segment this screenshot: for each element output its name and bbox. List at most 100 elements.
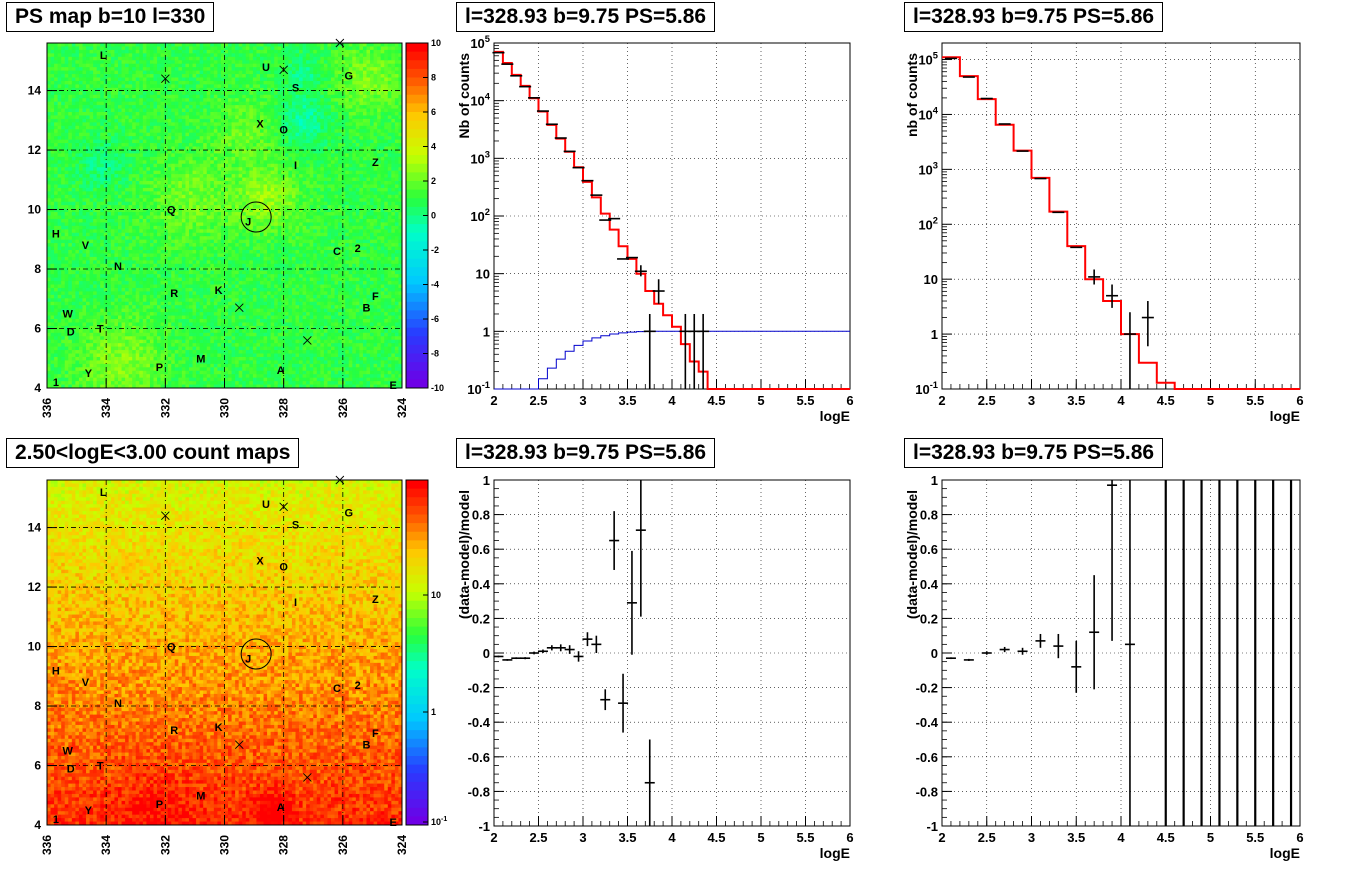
counts-spectrum-2-ytick-label: 1 bbox=[931, 327, 938, 342]
count-map-ytick-label: 4 bbox=[34, 818, 41, 832]
counts-spectrum-xtick-label: 5 bbox=[757, 393, 764, 408]
count-map-colorbar-cell bbox=[406, 747, 428, 756]
count-map-colorbar-cell bbox=[406, 575, 428, 584]
count-map-colorbar-cell bbox=[406, 480, 428, 489]
ps-map-colorbar-cell bbox=[406, 302, 428, 311]
residuals-2-xtick-label: 4 bbox=[1117, 830, 1125, 845]
counts-spectrum-xtick-label: 3 bbox=[579, 393, 586, 408]
count-map-colorbar-cell bbox=[406, 515, 428, 524]
ps-map-source-label: D bbox=[67, 326, 75, 338]
residuals-2-ytick-label: -0.6 bbox=[916, 750, 938, 765]
counts-spectrum-2-xtick-label: 5 bbox=[1207, 393, 1214, 408]
ps-map-colorbar-label: 8 bbox=[431, 73, 436, 83]
ps-map-title: PS map b=10 l=330 bbox=[6, 2, 214, 32]
ps-map-colorbar-cell bbox=[406, 216, 428, 225]
residuals-2-ylabel: (data-model)/model bbox=[904, 490, 920, 619]
ps-map-source-label: S bbox=[292, 83, 299, 95]
ps-map-ytick-label: 14 bbox=[28, 84, 42, 98]
ps-map-source-label: Y bbox=[85, 368, 93, 380]
ps-map-colorbar-cell bbox=[406, 164, 428, 173]
count-map-xtick-label: 334 bbox=[99, 835, 113, 855]
counts-spectrum-xtick-label: 4 bbox=[668, 393, 676, 408]
ps-map-ytick-label: 10 bbox=[28, 203, 42, 217]
count-map-colorbar-cell bbox=[406, 644, 428, 653]
counts-spectrum-ytick-label: 105 bbox=[470, 34, 490, 51]
count-map-colorbar-cell bbox=[406, 609, 428, 618]
ps-map-source-label: J bbox=[245, 216, 251, 228]
residuals-2-ytick-label: 1 bbox=[931, 473, 938, 488]
count-map-colorbar-cell bbox=[406, 558, 428, 567]
residuals-1-ylabel: (data-model)/model bbox=[456, 490, 472, 619]
ps-map-colorbar-cell bbox=[406, 95, 428, 104]
counts-spectrum-2-xtick-label: 2.5 bbox=[978, 393, 996, 408]
counts-spectrum-2-ytick-label: 10 bbox=[924, 272, 938, 287]
ps-map-source-label: E bbox=[389, 380, 396, 392]
residuals-1-xtick-label: 2 bbox=[490, 830, 497, 845]
residuals-1-ytick-label: 0.8 bbox=[472, 508, 490, 523]
count-map-ytick-label: 14 bbox=[28, 521, 42, 535]
counts-spectrum-xtick-label: 2 bbox=[490, 393, 497, 408]
count-map-source-label: C bbox=[333, 683, 341, 695]
count-map-colorbar-cell bbox=[406, 540, 428, 549]
ps-map-colorbar-cell bbox=[406, 285, 428, 294]
residuals-2-xtick-label: 2 bbox=[938, 830, 945, 845]
residuals-1-ytick-label: 0.6 bbox=[472, 542, 490, 557]
count-map-colorbar-cell bbox=[406, 816, 428, 825]
ps-map-colorbar-cell bbox=[406, 276, 428, 285]
count-map-colorbar-cell bbox=[406, 549, 428, 558]
ps-map-colorbar-cell bbox=[406, 172, 428, 181]
ps-map-xtick-label: 324 bbox=[395, 398, 409, 418]
residuals-2-xtick-label: 6 bbox=[1296, 830, 1303, 845]
ps-map-colorbar-cell bbox=[406, 121, 428, 130]
ps-map-source-label: W bbox=[63, 309, 74, 321]
counts-spectrum-ytick-label: 1 bbox=[483, 324, 490, 339]
ps-map-colorbar-cell bbox=[406, 250, 428, 259]
figure-canvas: 336 334 332 330 328 326 324468101214LUGSX OI ZQJ… bbox=[0, 0, 1348, 871]
counts-spectrum-ytick-label: 102 bbox=[470, 207, 490, 224]
residuals-1-ytick-label: 0 bbox=[483, 646, 490, 661]
ps-map-source-label: U bbox=[262, 62, 270, 74]
residuals-1-xtick-label: 5.5 bbox=[796, 830, 814, 845]
counts-spectrum-2-xtick-label: 3.5 bbox=[1067, 393, 1085, 408]
ps-map-source-label: M bbox=[196, 353, 205, 365]
count-map-colorbar-label: 10 bbox=[431, 590, 441, 600]
ps-map-source-label: B bbox=[363, 303, 371, 315]
count-map-source-label: O bbox=[279, 561, 288, 573]
count-map-colorbar-cell bbox=[406, 532, 428, 541]
counts-spectrum-ytick-label: 10 bbox=[476, 267, 490, 282]
ps-map-source-label: 2 bbox=[355, 243, 361, 255]
count-map-source-label: E bbox=[389, 817, 396, 829]
counts-spectrum-2-ytick-label: 102 bbox=[918, 215, 938, 232]
count-map-colorbar-cell bbox=[406, 687, 428, 696]
count-map-source-label: Y bbox=[85, 805, 93, 817]
ps-map-xtick-label: 332 bbox=[158, 398, 172, 418]
ps-map-colorbar-cell bbox=[406, 69, 428, 78]
counts-spectrum-2-xtick-label: 6 bbox=[1296, 393, 1303, 408]
counts-spectrum-2-xtick-label: 4 bbox=[1117, 393, 1125, 408]
counts-spectrum-2-ytick-label: 104 bbox=[918, 105, 938, 122]
ps-map-colorbar-cell bbox=[406, 371, 428, 380]
count-map-colorbar-cell bbox=[406, 661, 428, 670]
residuals-2-title: l=328.93 b=9.75 PS=5.86 bbox=[904, 438, 1163, 468]
ps-map-colorbar-cell bbox=[406, 345, 428, 354]
ps-map-source-label: F bbox=[372, 291, 379, 303]
ps-map-source-label: Z bbox=[372, 157, 379, 169]
count-map-source-label: 1 bbox=[53, 814, 59, 826]
counts-spectrum-ytick-label: 103 bbox=[470, 149, 490, 166]
ps-map-colorbar-cell bbox=[406, 190, 428, 199]
ps-map-colorbar-cell bbox=[406, 138, 428, 147]
ps-map-colorbar-cell bbox=[406, 155, 428, 164]
counts-spectrum-2-xtick-label: 3 bbox=[1028, 393, 1035, 408]
residuals-2-ytick-label: 0.6 bbox=[920, 542, 938, 557]
residuals-1-xtick-label: 2.5 bbox=[529, 830, 547, 845]
residuals-1-xtick-label: 4 bbox=[668, 830, 676, 845]
count-map-source-label: X bbox=[256, 555, 264, 567]
counts-spectrum-2-xtick-label: 4.5 bbox=[1157, 393, 1175, 408]
count-map-colorbar-cell bbox=[406, 584, 428, 593]
ps-map-source-label: P bbox=[156, 362, 163, 374]
ps-map-colorbar-label: -4 bbox=[431, 280, 439, 290]
count-map-xtick-label: 328 bbox=[277, 835, 291, 855]
ps-map-colorbar-label: 0 bbox=[431, 211, 436, 221]
ps-map-colorbar-cell bbox=[406, 52, 428, 61]
ps-map-colorbar-cell bbox=[406, 362, 428, 371]
